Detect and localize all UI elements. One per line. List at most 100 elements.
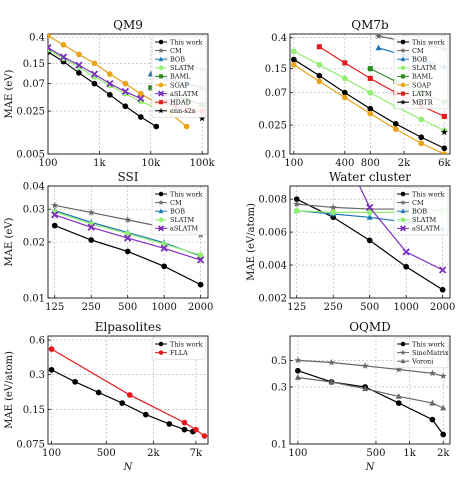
legend-marker: [400, 91, 406, 96]
legend-marker: [158, 47, 164, 54]
data-point: [440, 431, 447, 438]
legend-marker: [158, 350, 164, 355]
data-point: [367, 66, 373, 72]
plot-frame: [47, 33, 209, 155]
data-point: [440, 128, 448, 136]
legend-box: [393, 35, 449, 110]
chart-panel-0: 100 1k 10k 100k 0.005 0.025 0.07 0.15 0.4 QM9 MAE …: [4, 18, 216, 169]
data-point: [439, 266, 447, 274]
legend-marker: [158, 65, 164, 71]
data-point: [291, 56, 297, 63]
series-line: [297, 359, 444, 377]
data-point: [88, 237, 95, 243]
data-point: [106, 79, 114, 88]
legend-label: Voroni: [411, 358, 433, 366]
data-point: [193, 426, 199, 433]
legend-marker: [400, 358, 406, 364]
legend-box: [393, 187, 449, 236]
data-point: [367, 75, 373, 81]
data-point: [201, 433, 208, 439]
data-point: [197, 252, 204, 258]
data-point: [316, 78, 323, 85]
data-point: [392, 126, 399, 132]
x-tick-label: 100: [284, 158, 303, 169]
data-point: [161, 263, 168, 270]
legend-label: aSLATM: [412, 225, 440, 233]
legend-label: aSLATM: [170, 225, 198, 233]
x-tick-label: 400: [335, 158, 354, 169]
x-axis-label: N: [365, 462, 376, 473]
data-point: [48, 43, 52, 52]
legend-label: BOB: [412, 208, 427, 216]
x-tick-label: 2k: [437, 448, 450, 459]
data-point: [291, 48, 297, 55]
legend-label: FLLA: [170, 349, 188, 357]
data-point: [126, 392, 133, 398]
data-point: [395, 393, 402, 399]
chart-title: QM9: [113, 18, 143, 32]
legend-label: BOB: [170, 208, 185, 216]
data-point: [91, 80, 98, 87]
series-line: [297, 376, 444, 409]
data-point: [153, 123, 160, 130]
data-point: [295, 367, 301, 374]
legend-marker: [400, 217, 406, 223]
x-tick-label: 1k: [93, 158, 106, 169]
legend-label: This work: [412, 190, 445, 198]
data-point: [181, 426, 188, 433]
data-point: [160, 244, 168, 252]
data-point: [342, 60, 348, 66]
legend-label: aSLATM: [170, 90, 198, 98]
legend-marker: [400, 341, 406, 347]
legend-marker: [399, 225, 407, 232]
y-tick-label: 0.6: [29, 336, 45, 347]
y-tick-label: 0.1: [271, 440, 287, 451]
y-tick-label: 0.4: [271, 33, 287, 44]
chart-title: SSI: [118, 170, 139, 184]
legend-label: CM: [412, 199, 424, 207]
legend-label: SOAP: [412, 81, 431, 89]
legend-label: MBTR: [412, 99, 434, 107]
legend-label: enn-s2s: [170, 107, 195, 115]
data-point: [48, 346, 55, 352]
y-tick-label: 0.03: [23, 205, 45, 216]
data-point: [197, 281, 204, 288]
x-tick-label: 100k: [190, 158, 216, 169]
data-point: [402, 248, 410, 256]
data-point: [441, 113, 447, 119]
data-point: [51, 211, 59, 219]
data-point: [341, 75, 348, 82]
data-point: [161, 241, 168, 247]
chart-panel-5: 100 500 1k 2k 0.1 0.3 0.5 OQMD N This workSineMat…: [271, 320, 451, 473]
legend-marker: [158, 208, 164, 214]
y-tick-label: 0.025: [258, 121, 287, 132]
data-point: [439, 286, 446, 293]
x-tick-label: 2000: [430, 302, 455, 313]
x-tick-label: 7k: [190, 448, 203, 459]
x-tick-label: 100: [42, 448, 61, 459]
plot-frame: [47, 335, 209, 445]
y-tick-label: 0.15: [265, 64, 287, 75]
legend-marker: [400, 208, 406, 214]
legend-marker: [158, 199, 164, 206]
x-tick-label: 500: [360, 302, 379, 313]
series-line: [297, 370, 444, 435]
data-point: [48, 34, 51, 39]
data-point: [294, 356, 302, 364]
legend-label: HDAD: [170, 99, 191, 107]
y-tick-label: 0.005: [16, 150, 45, 161]
data-point: [76, 69, 82, 76]
data-point: [440, 404, 447, 411]
legend-label: CM: [170, 47, 182, 55]
legend-marker: [158, 341, 164, 347]
y-axis-label: MAE (eV): [4, 69, 15, 118]
chart-panel-1: 100 400 800 2k 6k 0.01 0.025 0.07 0.15 0.4 QM7b Thi…: [258, 18, 451, 169]
legend-label: SOAP: [170, 81, 189, 89]
data-point: [181, 419, 188, 426]
y-tick-label: 0.006: [258, 228, 287, 239]
data-point: [48, 367, 55, 373]
y-axis-label: MAE (eV): [4, 217, 15, 266]
legend-box: [151, 35, 207, 118]
data-point: [87, 223, 95, 231]
